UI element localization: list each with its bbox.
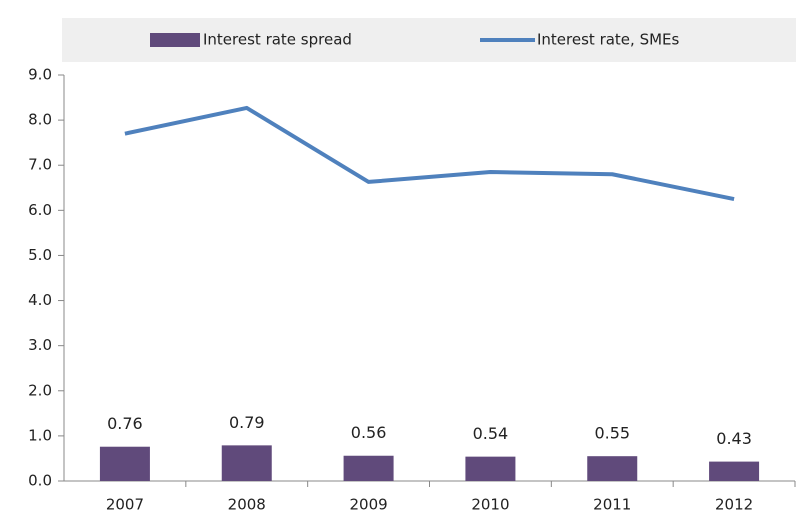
x-tick-label: 2011 (593, 496, 631, 514)
bar (221, 445, 272, 481)
bar (343, 455, 394, 481)
legend-label: Interest rate, SMEs (537, 31, 680, 49)
y-tick-label: 5.0 (28, 246, 52, 264)
bar (709, 461, 760, 481)
x-tick-label: 2009 (349, 496, 387, 514)
x-tick-label: 2008 (228, 496, 266, 514)
y-tick-label: 1.0 (28, 426, 52, 444)
bar (99, 446, 150, 481)
y-tick-label: 7.0 (28, 156, 52, 174)
data-label: 0.43 (716, 429, 752, 448)
y-tick-label: 6.0 (28, 201, 52, 219)
legend-label: Interest rate spread (203, 31, 352, 49)
x-tick-label: 2010 (471, 496, 509, 514)
bar (587, 456, 638, 481)
bar (465, 456, 516, 481)
y-tick-label: 4.0 (28, 291, 52, 309)
data-label: 0.55 (594, 424, 630, 443)
y-tick-label: 2.0 (28, 381, 52, 399)
y-tick-label: 3.0 (28, 336, 52, 354)
y-tick-label: 0.0 (28, 472, 52, 490)
y-tick-label: 8.0 (28, 111, 52, 129)
data-label: 0.79 (229, 413, 265, 432)
legend-swatch (150, 33, 200, 47)
data-label: 0.54 (473, 424, 509, 443)
line (124, 105, 735, 202)
data-label: 0.76 (107, 414, 143, 433)
x-tick-label: 2012 (715, 496, 753, 514)
x-tick-label: 2007 (106, 496, 144, 514)
data-label: 0.56 (351, 423, 387, 442)
y-tick-label: 9.0 (28, 66, 52, 84)
